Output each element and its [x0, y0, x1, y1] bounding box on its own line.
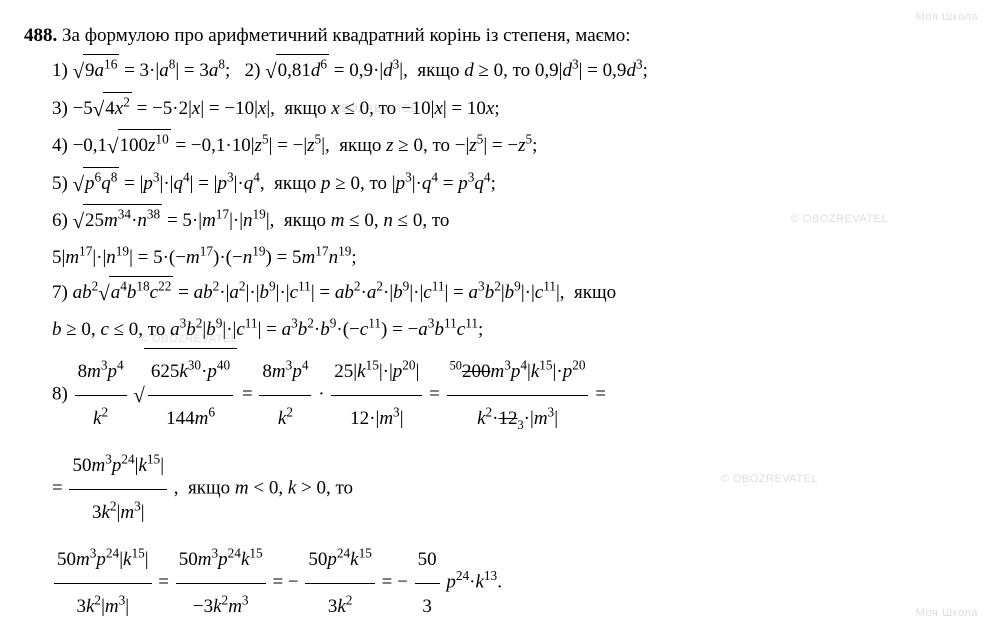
- intro-text: За формулою про арифметичний квадратний …: [62, 25, 631, 46]
- item-7: 7) ab2a4b18c22 = ab2·|a2|·|b9|·|c11| = a…: [24, 276, 974, 312]
- item-num: 8): [52, 384, 68, 405]
- item-num: 4): [52, 135, 68, 156]
- item-6-cont: 5|m17|·|n19| = 5·(−m17)·(−n19) = 5m17n19…: [24, 242, 974, 274]
- item-3: 3) −54x2 = −5·2|x| = −10|x|, якщо x ≤ 0,…: [24, 92, 974, 128]
- item-num: 7): [52, 282, 68, 303]
- item-4: 4) −0,1100z10 = −0,1·10|z5| = −|z5|, якщ…: [24, 129, 974, 165]
- item-8-line3: 50m3p24|k15|3k2|m3| = 50m3p24k15−3k2m3 =…: [24, 537, 974, 629]
- problem-header: 488. За формулою про арифметичний квадра…: [24, 20, 974, 52]
- item-num: 1): [52, 60, 68, 81]
- item-num: 6): [52, 210, 68, 231]
- item-num: 2): [245, 60, 261, 81]
- item-8-line2: = 50m3p24|k15|3k2|m3| , якщо m < 0, k > …: [24, 443, 974, 535]
- item-num: 5): [52, 173, 68, 194]
- item-5: 5) p6q8 = |p3|·|q4| = |p3|·q4, якщо p ≥ …: [24, 167, 974, 203]
- problem-number: 488.: [24, 25, 57, 46]
- item-1-2: 1) 9a16 = 3·|a8| = 3a8; 2) 0,81d6 = 0,9·…: [24, 54, 974, 90]
- item-8: 8) 8m3p4k2 625k30·p40144m6 = 8m3p4k2 · 2…: [24, 348, 974, 441]
- item-7-cont: b ≥ 0, c ≤ 0, то a3b2|b9|·|c11| = a3b2·b…: [24, 314, 974, 346]
- item-6: 6) 25m34·n38 = 5·|m17|·|n19|, якщо m ≤ 0…: [24, 204, 974, 240]
- item-num: 3): [52, 98, 68, 119]
